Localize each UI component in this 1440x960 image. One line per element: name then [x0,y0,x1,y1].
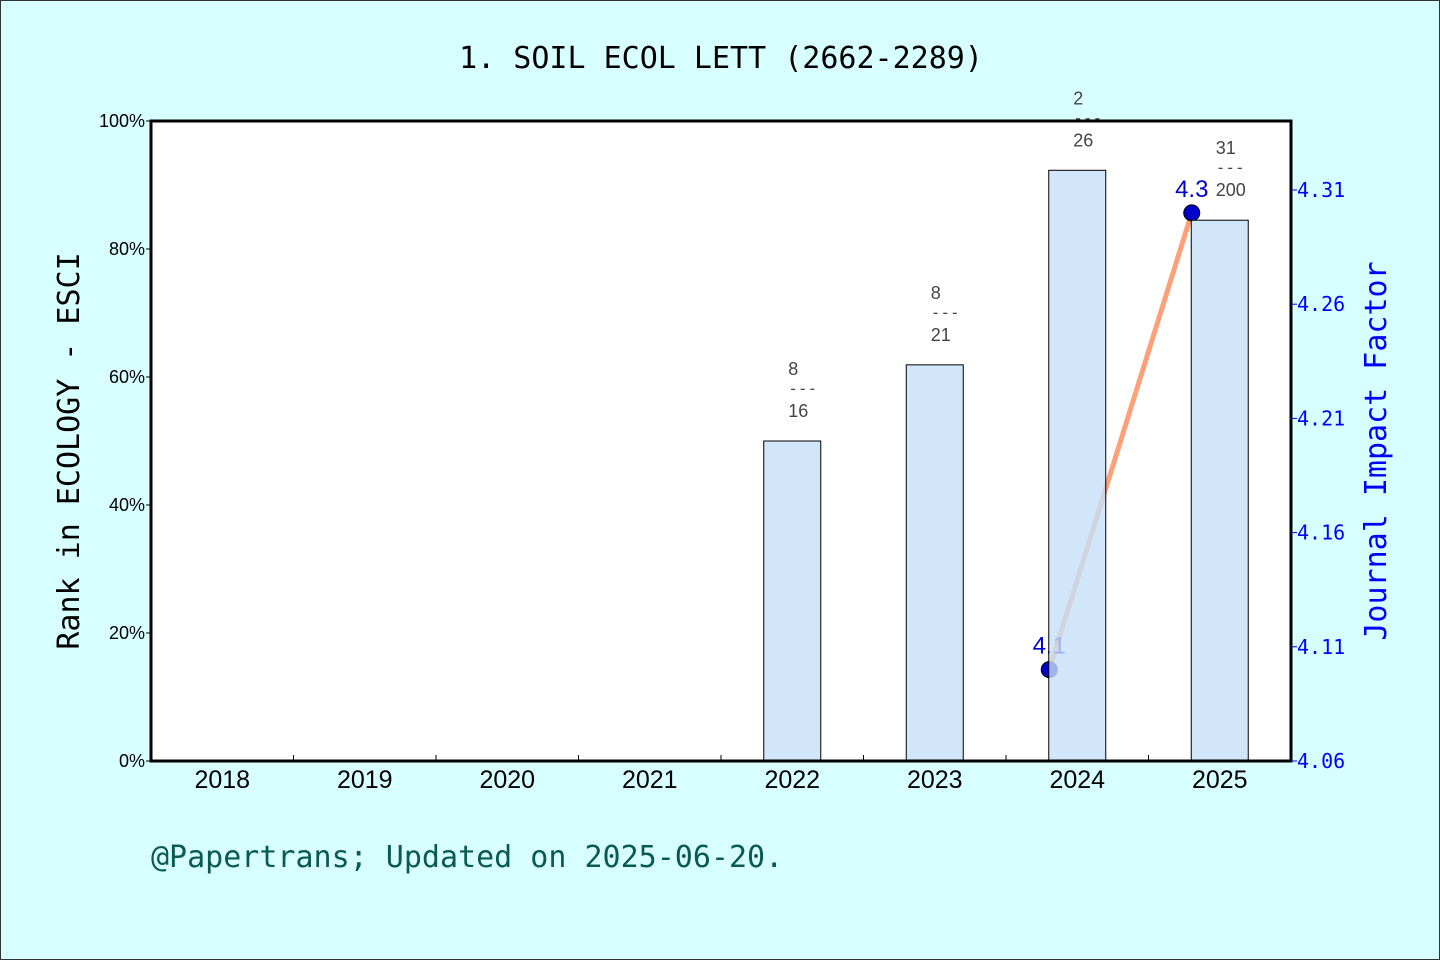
jif-label: 4.3 [1175,176,1208,203]
rank-label: 31 [1216,138,1236,158]
footer-note: @Papertrans; Updated on 2025-06-20. [151,840,783,875]
rank-divider: --- [931,303,960,322]
y-tick-label: 60% [109,367,145,387]
total-label: 16 [788,401,808,421]
rank-divider: --- [1216,158,1245,177]
total-label: 26 [1073,130,1093,150]
y-tick-label: 0% [119,751,145,771]
y-axis-label: Rank in ECOLOGY - ESCI [52,252,87,649]
x-tick-label: 2022 [764,766,820,794]
x-tick-label: 2020 [479,766,535,794]
bar [763,440,822,762]
rank-label: 2 [1073,88,1083,108]
x-tick-label: 2024 [1049,766,1105,794]
y2-tick-label: 4.21 [1297,406,1345,430]
bar [1048,169,1107,762]
jif-point [1183,204,1201,222]
x-tick-label: 2025 [1192,766,1248,794]
y-tick-label: 80% [109,239,145,259]
y2-axis-label: Journal Impact Factor [1359,261,1394,640]
bar [905,364,964,762]
bar [1190,219,1249,762]
x-tick-label: 2018 [194,766,250,794]
y-tick-label: 100% [99,111,145,131]
y-tick-label: 40% [109,495,145,515]
y2-tick-label: 4.26 [1297,292,1345,316]
rank-label: 8 [931,283,941,303]
chart-title: 1. SOIL ECOL LETT (2662-2289) [459,41,983,76]
y2-tick-label: 4.16 [1297,521,1345,545]
x-tick-label: 2019 [337,766,393,794]
y2-tick-label: 4.31 [1297,178,1345,202]
y2-tick-label: 4.06 [1297,749,1345,773]
total-label: 200 [1216,180,1246,200]
rank-divider: --- [788,379,817,398]
rank-label: 8 [788,359,798,379]
x-tick-label: 2021 [622,766,678,794]
total-label: 21 [931,325,951,345]
x-tick-label: 2023 [907,766,963,794]
rank-divider: --- [1073,108,1102,127]
y-tick-label: 20% [109,623,145,643]
y2-tick-label: 4.11 [1297,635,1345,659]
